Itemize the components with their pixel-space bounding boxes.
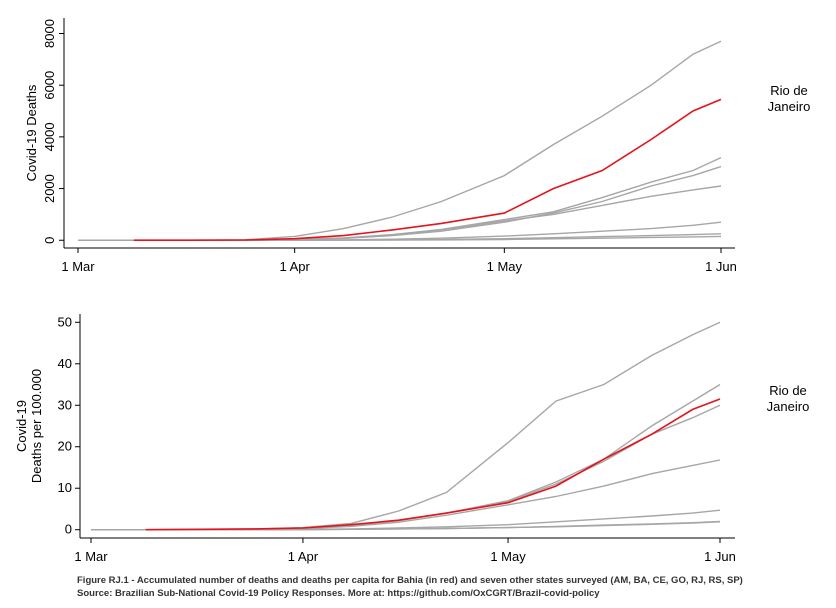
series-line — [133, 98, 722, 241]
series-label: Rio de Janeiro — [766, 383, 810, 415]
x-tick-label: 1 Mar — [74, 549, 108, 564]
series-line — [145, 398, 721, 531]
series-label-text: Rio de Janeiro — [767, 83, 811, 115]
y-tick-label: 0 — [42, 237, 57, 244]
y-tick-label: 40 — [58, 356, 72, 371]
y-tick-label: 10 — [58, 480, 72, 495]
y-axis-title: Covid-19 — [14, 400, 29, 452]
x-tick-label: 1 Mar — [61, 259, 95, 274]
series-line — [78, 156, 722, 241]
x-tick-label: 1 Jun — [704, 549, 736, 564]
x-tick-label: 1 May — [487, 259, 523, 274]
y-tick-label: 8000 — [42, 19, 57, 48]
y-tick-label: 0 — [65, 522, 72, 537]
caption: Source: Brazilian Sub-National Covid-19 … — [77, 588, 600, 599]
y-axis-title: Covid-19 Deaths — [24, 84, 39, 181]
series-line — [78, 40, 722, 241]
x-tick-label: 1 Apr — [279, 259, 310, 274]
series-line — [91, 321, 721, 531]
x-tick-label: 1 Apr — [288, 549, 319, 564]
y-tick-label: 20 — [58, 439, 72, 454]
x-tick-label: 1 Jun — [705, 259, 737, 274]
y-tick-label: 4000 — [42, 122, 57, 151]
caption: Figure RJ.1 - Accumulated number of deat… — [77, 575, 743, 586]
series-line — [91, 521, 721, 531]
y-tick-label: 2000 — [42, 174, 57, 203]
x-tick-label: 1 May — [490, 549, 526, 564]
y-tick-label: 50 — [58, 314, 72, 329]
y-axis-title: Deaths per 100.000 — [29, 369, 44, 483]
y-tick-label: 30 — [58, 397, 72, 412]
series-label-text: Rio de Janeiro — [766, 383, 810, 415]
series-line — [91, 404, 721, 531]
y-tick-label: 6000 — [42, 71, 57, 100]
series-label: Rio de Janeiro — [767, 83, 811, 115]
